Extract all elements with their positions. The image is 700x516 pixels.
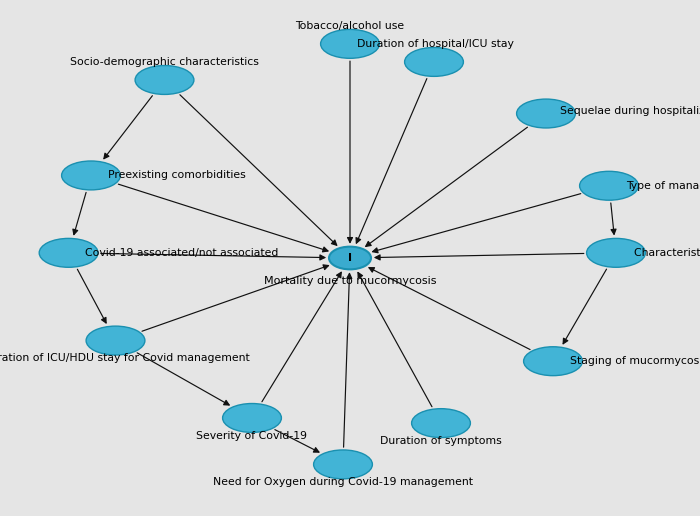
Text: Sequelae during hospitalization: Sequelae during hospitalization — [560, 106, 700, 116]
Text: Tobacco/alcohol use: Tobacco/alcohol use — [295, 21, 405, 31]
Ellipse shape — [135, 66, 194, 94]
Ellipse shape — [321, 29, 379, 58]
Text: Type of management: Type of management — [626, 181, 700, 191]
Ellipse shape — [314, 450, 372, 479]
Ellipse shape — [580, 171, 638, 200]
Ellipse shape — [86, 326, 145, 355]
Ellipse shape — [329, 247, 371, 269]
Text: Socio-demographic characteristics: Socio-demographic characteristics — [70, 57, 259, 67]
Ellipse shape — [223, 404, 281, 432]
Text: Duration of ICU/HDU stay for Covid management: Duration of ICU/HDU stay for Covid manag… — [0, 353, 249, 363]
Text: Duration of symptoms: Duration of symptoms — [380, 436, 502, 446]
Ellipse shape — [524, 347, 582, 376]
Text: Mortality due to mucormycosis: Mortality due to mucormycosis — [264, 276, 436, 285]
Ellipse shape — [517, 99, 575, 128]
Ellipse shape — [39, 238, 98, 267]
Text: Covid-19 associated/not associated: Covid-19 associated/not associated — [85, 248, 279, 258]
Text: Staging of mucormycosis: Staging of mucormycosis — [570, 356, 700, 366]
Ellipse shape — [62, 161, 120, 190]
Ellipse shape — [405, 47, 463, 76]
Ellipse shape — [412, 409, 470, 438]
Text: Severity of Covid-19: Severity of Covid-19 — [197, 431, 307, 441]
Text: Preexisting comorbidities: Preexisting comorbidities — [108, 170, 246, 181]
Ellipse shape — [587, 238, 645, 267]
Text: Duration of hospital/ICU stay: Duration of hospital/ICU stay — [357, 39, 514, 49]
Text: Need for Oxygen during Covid-19 management: Need for Oxygen during Covid-19 manageme… — [213, 477, 473, 487]
Text: Characteristics of antifungal therapy: Characteristics of antifungal therapy — [634, 248, 700, 258]
Text: I: I — [348, 253, 352, 263]
